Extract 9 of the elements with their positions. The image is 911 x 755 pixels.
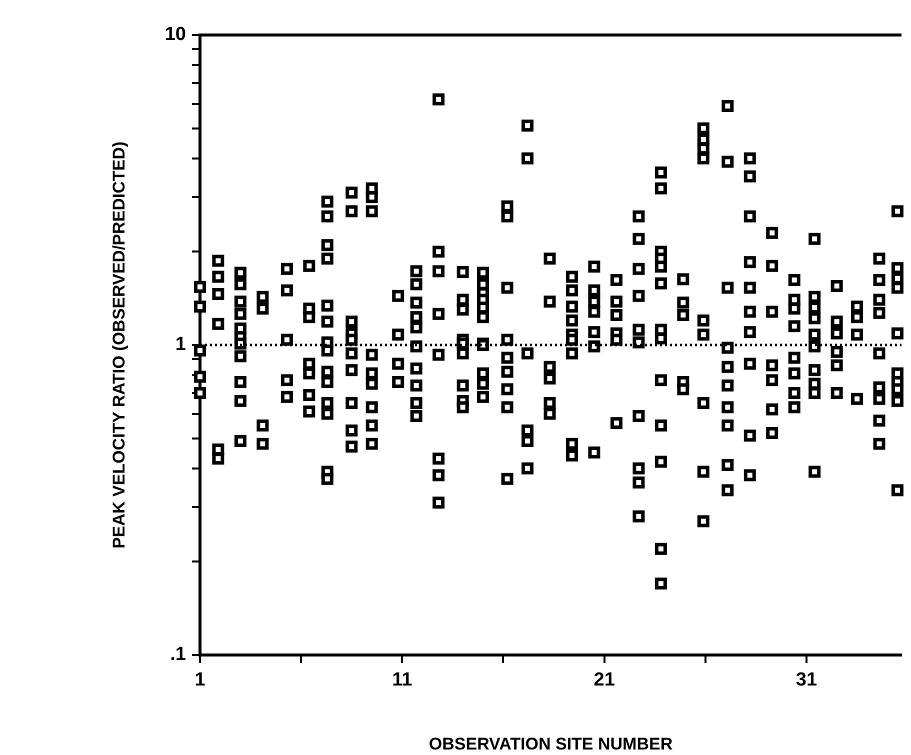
x-tick-label: 21 <box>594 670 616 691</box>
y-tick-label: .1 <box>170 644 186 666</box>
x-axis-title: OBSERVATION SITE NUMBER <box>428 734 673 754</box>
y-tick-label: 1 <box>175 334 186 356</box>
x-tick-label: 31 <box>796 670 818 691</box>
y-axis-title: PEAK VELOCITY RATIO (OBSERVED/PREDICTED) <box>110 141 129 549</box>
x-tick-label: 1 <box>194 670 206 691</box>
y-tick-label: 10 <box>164 24 186 46</box>
x-tick-label: 11 <box>392 670 413 691</box>
